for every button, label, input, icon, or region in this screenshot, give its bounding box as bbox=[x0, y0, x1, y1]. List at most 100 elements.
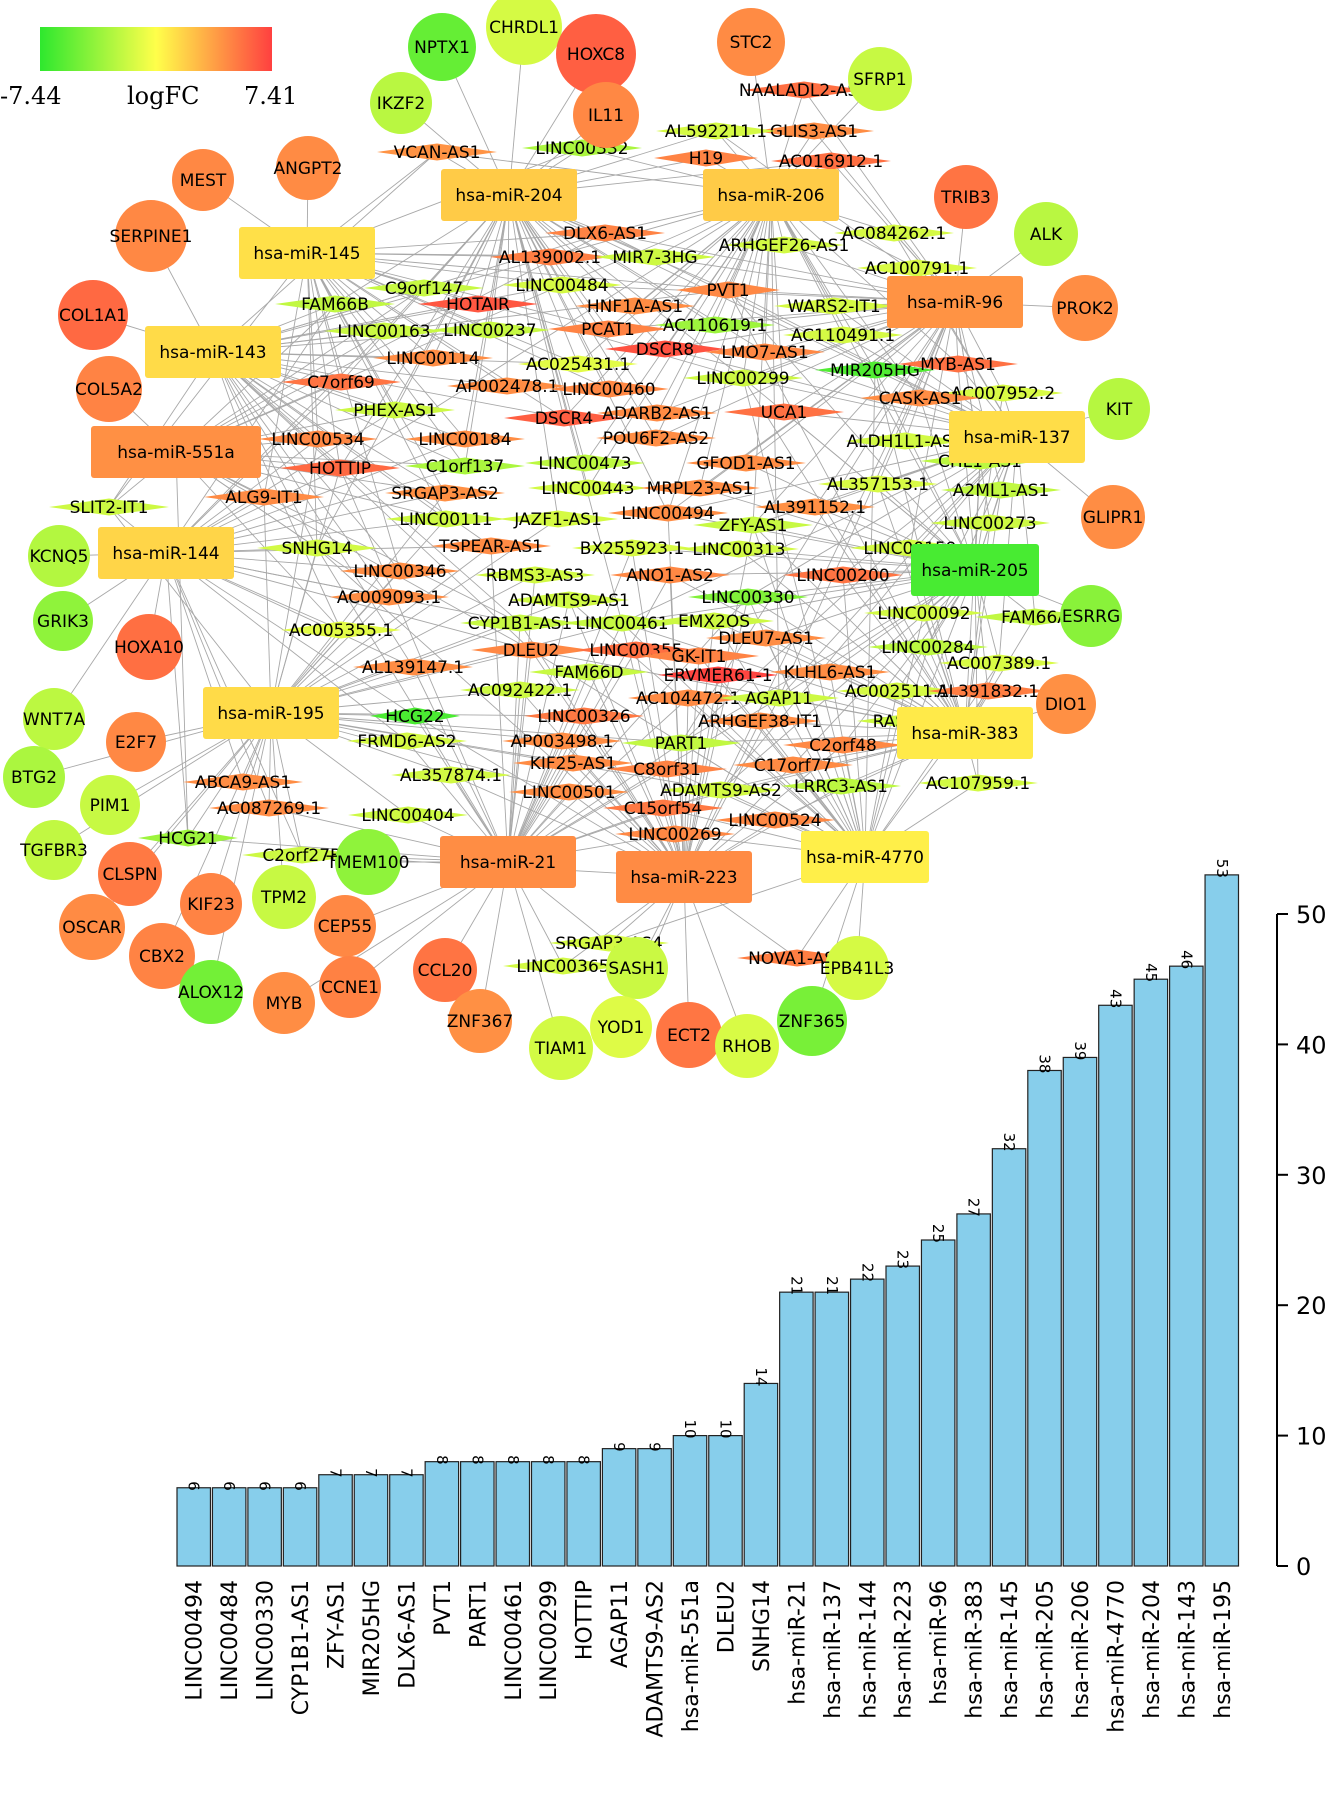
lncrna-node-pcat1[interactable]: PCAT1 bbox=[548, 320, 668, 340]
lncrna-node-bx255923-1[interactable]: BX255923.1 bbox=[572, 539, 692, 559]
mrna-node-pim1[interactable]: PIM1 bbox=[80, 775, 140, 835]
lncrna-node-hcg21[interactable]: HCG21 bbox=[138, 829, 238, 849]
mirna-node-hsa-mir-204[interactable]: hsa-miR-204 bbox=[441, 169, 577, 221]
lncrna-node-linc00404[interactable]: LINC00404 bbox=[348, 806, 468, 826]
mrna-node-znf365[interactable]: ZNF365 bbox=[777, 986, 847, 1056]
mrna-node-esrrg[interactable]: ESRRG bbox=[1060, 585, 1122, 647]
mirna-node-hsa-mir-137[interactable]: hsa-miR-137 bbox=[949, 411, 1085, 463]
lncrna-node-srgap3-as2[interactable]: SRGAP3-AS2 bbox=[385, 484, 505, 504]
lncrna-node-ac005355-1[interactable]: AC005355.1 bbox=[281, 621, 401, 641]
mrna-node-glipr1[interactable]: GLIPR1 bbox=[1081, 485, 1145, 549]
mrna-node-ikzf2[interactable]: IKZF2 bbox=[370, 72, 432, 134]
mrna-node-col1a1[interactable]: COL1A1 bbox=[58, 280, 128, 350]
lncrna-node-linc00461[interactable]: LINC00461 bbox=[562, 614, 682, 634]
lncrna-node-dleu2[interactable]: DLEU2 bbox=[471, 641, 591, 661]
lncrna-node-ac110491-1[interactable]: AC110491.1 bbox=[783, 326, 903, 346]
mrna-node-stc2[interactable]: STC2 bbox=[717, 8, 785, 76]
lncrna-node-linc00473[interactable]: LINC00473 bbox=[525, 454, 645, 474]
lncrna-node-alg9-it1[interactable]: ALG9-IT1 bbox=[204, 488, 324, 508]
lncrna-node-c7orf69[interactable]: C7orf69 bbox=[281, 373, 401, 393]
lncrna-node-myb-as1[interactable]: MYB-AS1 bbox=[898, 355, 1018, 375]
mrna-node-oscar[interactable]: OSCAR bbox=[59, 894, 125, 960]
mrna-node-epb41l3[interactable]: EPB41L3 bbox=[820, 936, 895, 1000]
mrna-node-chrdl1[interactable]: CHRDL1 bbox=[486, 0, 562, 65]
mrna-node-clspn[interactable]: CLSPN bbox=[98, 842, 162, 906]
lncrna-node-emx2os[interactable]: EMX2OS bbox=[654, 612, 774, 632]
lncrna-node-linc00524[interactable]: LINC00524 bbox=[715, 811, 835, 831]
mrna-node-yod1[interactable]: YOD1 bbox=[590, 996, 652, 1058]
lncrna-node-linc00237[interactable]: LINC00237 bbox=[430, 321, 550, 341]
mrna-node-hoxc8[interactable]: HOXC8 bbox=[556, 14, 636, 94]
mirna-node-hsa-mir-4770[interactable]: hsa-miR-4770 bbox=[801, 831, 929, 883]
mrna-node-alk[interactable]: ALK bbox=[1014, 202, 1078, 266]
lncrna-node-al139147-1[interactable]: AL139147.1 bbox=[353, 658, 473, 678]
mrna-node-alox12[interactable]: ALOX12 bbox=[178, 960, 244, 1024]
lncrna-node-adamts9-as1[interactable]: ADAMTS9-AS1 bbox=[508, 591, 630, 611]
lncrna-node-ac107959-1[interactable]: AC107959.1 bbox=[918, 774, 1038, 794]
lncrna-node-linc00313[interactable]: LINC00313 bbox=[679, 540, 799, 560]
lncrna-node-dscr8[interactable]: DSCR8 bbox=[605, 340, 725, 360]
lncrna-node-cyp1b1-as1[interactable]: CYP1B1-AS1 bbox=[460, 614, 580, 634]
lncrna-node-linc00114[interactable]: LINC00114 bbox=[373, 349, 493, 369]
lncrna-node-linc00443[interactable]: LINC00443 bbox=[528, 479, 648, 499]
lncrna-node-hcg22[interactable]: HCG22 bbox=[370, 707, 460, 727]
lncrna-node-linc00200[interactable]: LINC00200 bbox=[783, 566, 903, 586]
mirna-node-hsa-mir-145[interactable]: hsa-miR-145 bbox=[239, 227, 375, 279]
lncrna-node-linc00501[interactable]: LINC00501 bbox=[509, 783, 629, 803]
mrna-node-rhob[interactable]: RHOB bbox=[715, 1014, 779, 1078]
lncrna-node-ano1-as2[interactable]: ANO1-AS2 bbox=[610, 566, 730, 586]
lncrna-node-ac104472-1[interactable]: AC104472.1 bbox=[628, 689, 748, 709]
lncrna-node-rbms3-as3[interactable]: RBMS3-AS3 bbox=[475, 566, 595, 586]
mrna-node-dio1[interactable]: DIO1 bbox=[1036, 674, 1096, 734]
mirna-node-hsa-mir-206[interactable]: hsa-miR-206 bbox=[703, 169, 839, 221]
lncrna-node-adamts9-as2[interactable]: ADAMTS9-AS2 bbox=[660, 781, 782, 801]
lncrna-node-al391152-1[interactable]: AL391152.1 bbox=[755, 498, 875, 518]
lncrna-node-slit2-it1[interactable]: SLIT2-IT1 bbox=[49, 498, 169, 518]
lncrna-node-ap003498-1[interactable]: AP003498.1 bbox=[502, 732, 622, 752]
lncrna-node-hottip[interactable]: HOTTIP bbox=[280, 459, 400, 479]
lncrna-node-gfod1-as1[interactable]: GFOD1-AS1 bbox=[686, 454, 806, 474]
lncrna-node-al357874-1[interactable]: AL357874.1 bbox=[391, 766, 511, 786]
lncrna-node-fam66b[interactable]: FAM66B bbox=[275, 295, 395, 315]
lncrna-node-dleu7-as1[interactable]: DLEU7-AS1 bbox=[706, 629, 826, 649]
lncrna-node-c8orf31[interactable]: C8orf31 bbox=[607, 760, 727, 780]
lncrna-node-linc00494[interactable]: LINC00494 bbox=[608, 504, 728, 524]
lncrna-node-c2orf48[interactable]: C2orf48 bbox=[783, 736, 903, 756]
lncrna-node-al139002-1[interactable]: AL139002.1 bbox=[490, 248, 610, 268]
mrna-node-prok2[interactable]: PROK2 bbox=[1052, 275, 1118, 341]
mrna-node-ccne1[interactable]: CCNE1 bbox=[319, 956, 381, 1018]
lncrna-node-lmo7-as1[interactable]: LMO7-AS1 bbox=[705, 343, 825, 363]
mrna-node-cbx2[interactable]: CBX2 bbox=[129, 923, 195, 989]
mrna-node-mest[interactable]: MEST bbox=[172, 149, 234, 211]
lncrna-node-linc00269[interactable]: LINC00269 bbox=[615, 825, 735, 845]
lncrna-node-vcan-as1[interactable]: VCAN-AS1 bbox=[377, 143, 497, 163]
lncrna-node-linc00326[interactable]: LINC00326 bbox=[524, 707, 644, 727]
mrna-node-trib3[interactable]: TRIB3 bbox=[934, 165, 998, 229]
lncrna-node-mir7-3hg[interactable]: MIR7-3HG bbox=[595, 248, 715, 268]
mrna-node-sfrp1[interactable]: SFRP1 bbox=[848, 47, 912, 111]
mrna-node-e2f7[interactable]: E2F7 bbox=[106, 712, 166, 772]
mrna-node-kif23[interactable]: KIF23 bbox=[180, 873, 242, 935]
lncrna-node-linc00284[interactable]: LINC00284 bbox=[868, 638, 988, 658]
lncrna-node-mir205hg[interactable]: MIR205HG bbox=[815, 361, 935, 381]
lncrna-node-h19[interactable]: H19 bbox=[654, 149, 758, 169]
lncrna-node-linc00092[interactable]: LINC00092 bbox=[864, 604, 984, 624]
lncrna-node-linc00346[interactable]: LINC00346 bbox=[340, 562, 460, 582]
lncrna-node-ac110619-1[interactable]: AC110619.1 bbox=[655, 316, 775, 336]
mrna-node-serpine1[interactable]: SERPINE1 bbox=[110, 200, 193, 272]
lncrna-node-aldh1l1-as2[interactable]: ALDH1L1-AS2 bbox=[845, 432, 965, 452]
lncrna-node-fam66d[interactable]: FAM66D bbox=[529, 663, 649, 683]
lncrna-node-agap11[interactable]: AGAP11 bbox=[719, 689, 839, 709]
lncrna-node-kif25-as1[interactable]: KIF25-AS1 bbox=[513, 754, 633, 774]
mrna-node-ccl20[interactable]: CCL20 bbox=[413, 938, 477, 1002]
lncrna-node-ac100791-1[interactable]: AC100791.1 bbox=[857, 259, 977, 279]
lncrna-node-uca1[interactable]: UCA1 bbox=[724, 403, 844, 423]
lncrna-node-a2ml1-as1[interactable]: A2ML1-AS1 bbox=[941, 481, 1061, 501]
mrna-node-grik3[interactable]: GRIK3 bbox=[33, 591, 93, 651]
mrna-node-hoxa10[interactable]: HOXA10 bbox=[114, 614, 184, 680]
lncrna-node-c15orf54[interactable]: C15orf54 bbox=[603, 799, 723, 819]
mrna-node-myb[interactable]: MYB bbox=[253, 972, 315, 1034]
lncrna-node-klhl6-as1[interactable]: KLHL6-AS1 bbox=[770, 663, 890, 683]
mrna-node-tmem100[interactable]: TMEM100 bbox=[326, 829, 410, 895]
mrna-node-nptx1[interactable]: NPTX1 bbox=[408, 13, 476, 81]
